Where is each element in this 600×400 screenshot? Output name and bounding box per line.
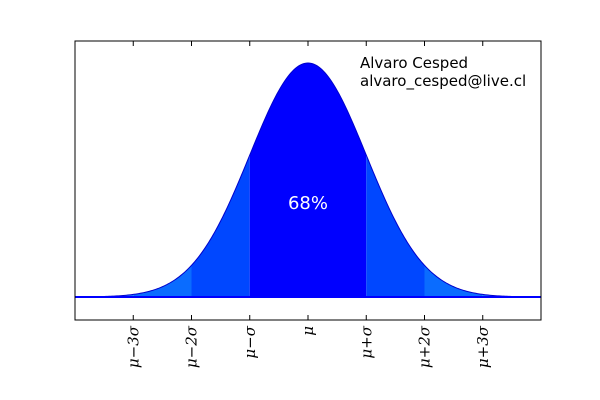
- tick-label-1: μ−2σ: [183, 325, 201, 368]
- band-5: [424, 265, 483, 297]
- tick-label-0: μ−3σ: [124, 325, 142, 368]
- author-email: alvaro_cesped@live.cl: [360, 72, 526, 91]
- tick-label-2: μ−σ: [241, 325, 259, 358]
- author-name: Alvaro Cesped: [360, 54, 468, 72]
- distribution-curve: [74, 62, 542, 298]
- tick-label-6: μ+3σ: [474, 325, 492, 368]
- x-axis-ticks: μ−3σ μ−2σ μ−σ μ μ+σ μ+2σ μ+3σ: [124, 41, 492, 368]
- tick-label-4: μ+σ: [357, 325, 375, 358]
- band-3: [249, 63, 367, 297]
- tick-label-5: μ+2σ: [416, 325, 434, 368]
- tick-label-3: μ: [299, 326, 317, 336]
- percentage-annotation: 68%: [288, 193, 328, 214]
- band-1: [133, 265, 192, 297]
